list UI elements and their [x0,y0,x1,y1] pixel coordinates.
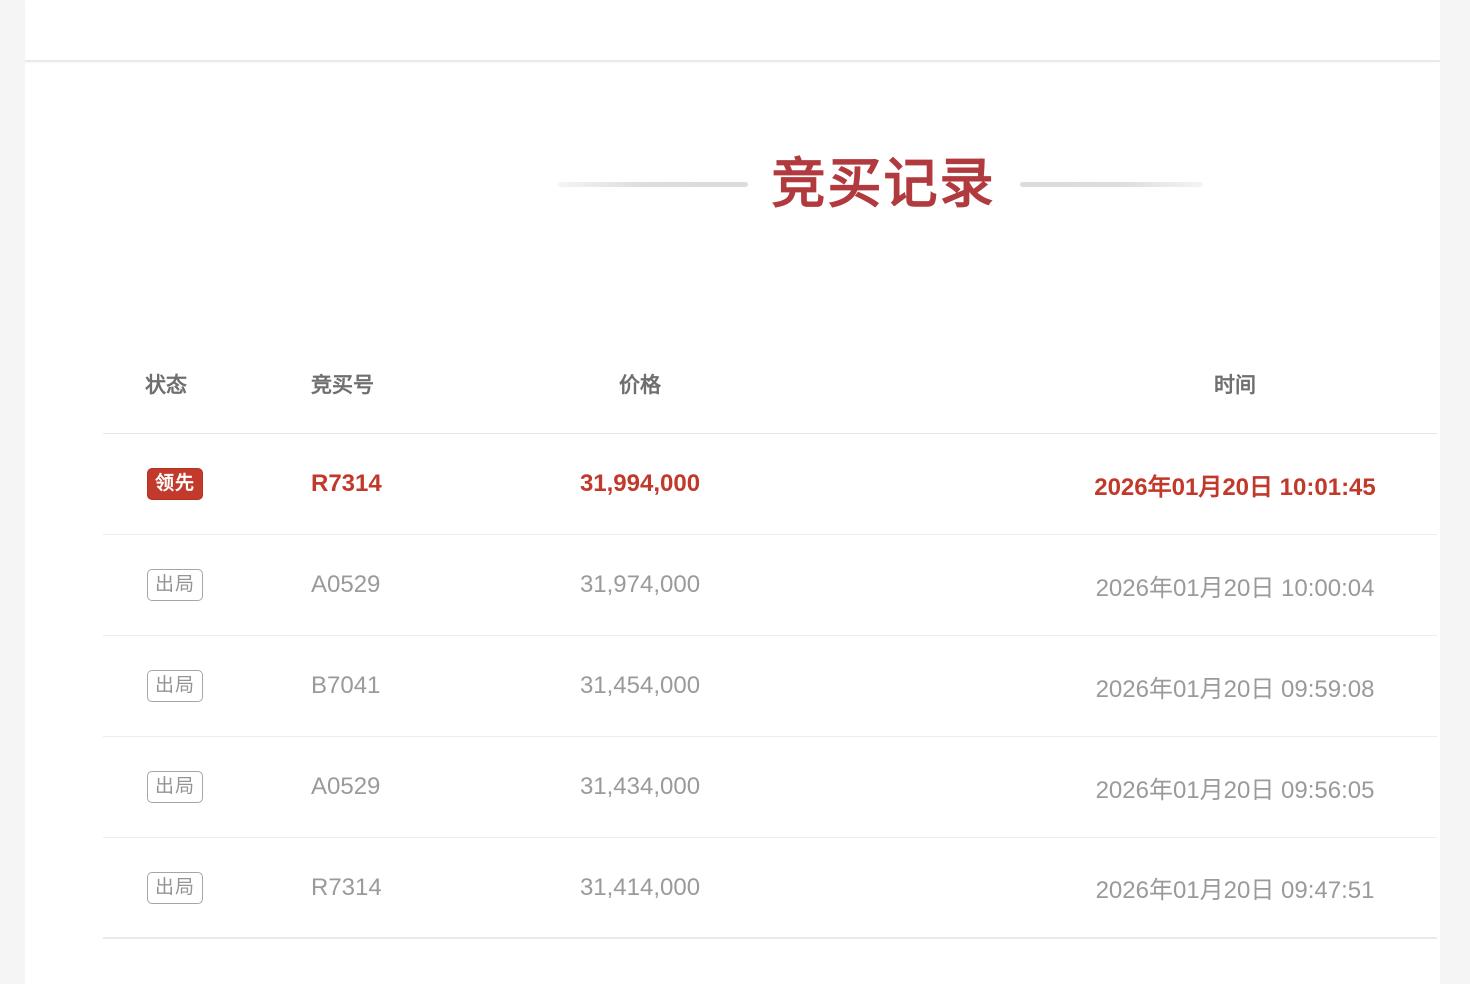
time-cell: 2026年01月20日 09:59:08 [1095,675,1375,703]
price-cell: 31,414,000 [579,873,701,901]
price-cell: 31,974,000 [579,571,701,598]
status-badge: 出局 [147,771,203,803]
table-row: 出局 R7314 31,414,000 2026年01月20日 09:47:51 [103,838,1437,939]
table-body: 领先 R7314 31,994,000 2026年01月20日 10:01:45… [103,434,1437,939]
title-divider-left [557,181,748,187]
content-card: 竞买记录 状态 竞买号 价格 时间 领先 R7314 31,994,000 20… [25,0,1440,984]
bid-records-table: 状态 竞买号 价格 时间 领先 R7314 31,994,000 2026年01… [103,334,1437,939]
price-cell: 31,994,000 [579,470,701,497]
bid-number-cell: B7041 [311,672,381,699]
status-cell: 出局 [103,569,268,601]
table-row: 出局 B7041 31,454,000 2026年01月20日 09:59:08 [103,636,1437,737]
col-header-bid-number: 竞买号 [311,373,374,397]
bid-number-cell: A0529 [311,773,381,800]
table-row: 出局 A0529 31,434,000 2026年01月20日 09:56:05 [103,737,1437,838]
time-cell: 2026年01月20日 10:00:04 [1095,574,1375,602]
top-divider [25,0,1440,62]
time-cell: 2026年01月20日 09:47:51 [1095,877,1375,904]
col-header-status: 状态 [145,373,187,397]
price-cell: 31,454,000 [579,672,701,699]
time-cell: 2026年01月20日 10:01:45 [1094,473,1376,501]
table-row: 领先 R7314 31,994,000 2026年01月20日 10:01:45 [103,434,1437,535]
status-cell: 出局 [103,871,268,904]
table-header-row: 状态 竞买号 价格 时间 [103,334,1437,434]
status-badge: 出局 [147,569,203,601]
status-cell: 领先 [103,468,268,500]
bid-number-cell: R7314 [311,873,382,901]
status-badge: 出局 [147,670,203,702]
section-title-block: 竞买记录 [290,150,1470,218]
time-cell: 2026年01月20日 09:56:05 [1095,776,1375,804]
col-header-price: 价格 [619,373,661,397]
status-badge: 出局 [147,871,203,904]
status-cell: 出局 [103,670,268,702]
price-cell: 31,434,000 [579,773,701,800]
page-title: 竞买记录 [771,154,996,214]
table-row: 出局 A0529 31,974,000 2026年01月20日 10:00:04 [103,535,1437,636]
bid-number-cell: R7314 [311,470,382,497]
col-header-time: 时间 [1214,373,1256,397]
title-divider-right [1019,181,1203,187]
status-cell: 出局 [103,771,268,803]
bid-number-cell: A0529 [311,571,381,598]
status-badge: 领先 [147,468,203,500]
